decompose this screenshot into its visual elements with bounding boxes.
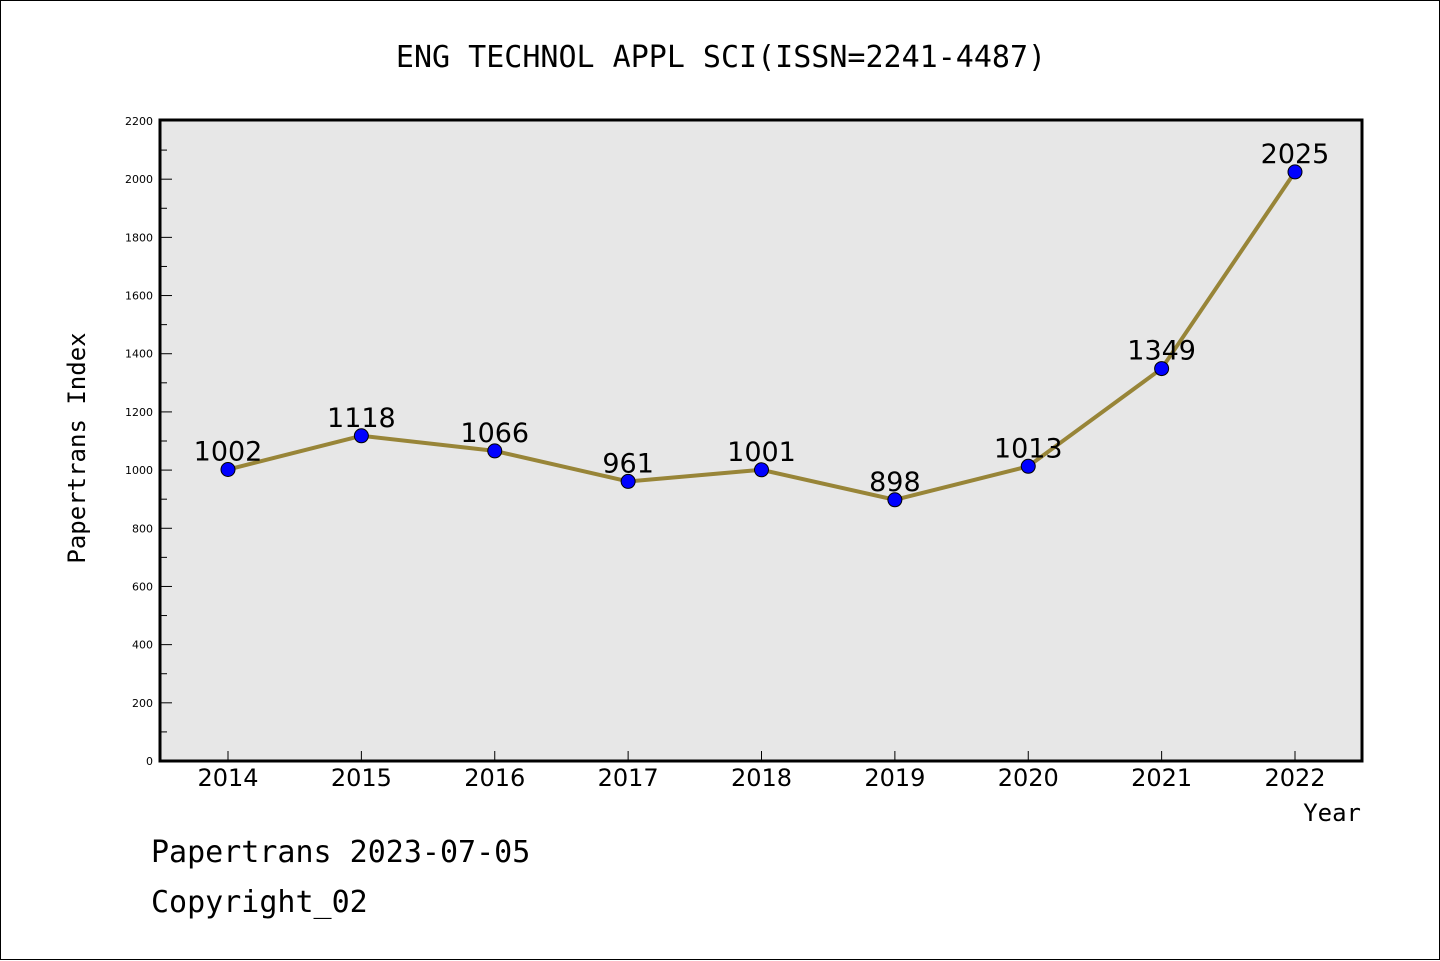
- plot-border: [158, 118, 1364, 763]
- data-point-marker: [487, 443, 503, 459]
- y-tick-label: 1400: [125, 348, 153, 361]
- y-tick-label: 600: [132, 580, 153, 593]
- y-tick-label: 200: [132, 697, 153, 710]
- y-tick-label: 2000: [125, 173, 153, 186]
- x-tick-label: 2021: [1131, 764, 1192, 792]
- y-tick-label: 800: [132, 522, 153, 535]
- x-tick-label: 2022: [1264, 764, 1325, 792]
- y-tick-label: 400: [132, 639, 153, 652]
- x-tick-label: 2017: [598, 764, 659, 792]
- y-tick-label: 1600: [125, 290, 153, 303]
- x-tick-label: 2019: [864, 764, 925, 792]
- x-tick-label: 2016: [464, 764, 525, 792]
- x-tick-label: 2018: [731, 764, 792, 792]
- chart-title: ENG TECHNOL APPL SCI(ISSN=2241-4487): [396, 40, 1046, 75]
- y-tick-label: 1200: [125, 406, 153, 419]
- x-axis-tick-labels: 2014 2015 2016 2017 2018 2019 2020 2021 2022: [197, 764, 1325, 792]
- data-point-marker: [754, 462, 769, 478]
- footer-date-line: Papertrans 2023-07-05: [151, 835, 531, 870]
- x-tick-label: 2020: [998, 764, 1059, 792]
- x-tick-label: 2014: [197, 764, 258, 792]
- x-axis-ticks: [227, 751, 1296, 761]
- x-tick-label: 2015: [331, 764, 392, 792]
- y-tick-label: 1800: [125, 231, 153, 244]
- data-point-marker: [1287, 164, 1303, 180]
- y-tick-label: 2200: [125, 115, 153, 128]
- y-tick-label: 1000: [125, 464, 153, 477]
- y-tick-label: 0: [146, 755, 153, 768]
- data-point-marker: [887, 492, 903, 508]
- data-point-marker: [1154, 361, 1170, 377]
- x-axis-label: Year: [1303, 799, 1361, 827]
- y-axis-tick-labels: 0 200 400 600 800 1000 1200 1400 1600 1800 2000 220…: [125, 115, 153, 768]
- data-point-marker: [220, 462, 236, 478]
- data-point-marker: [1020, 458, 1036, 474]
- data-point-marker: [353, 428, 369, 444]
- series-markers: [220, 164, 1303, 508]
- footer-copyright-line: Copyright_02: [151, 885, 368, 920]
- data-point-marker: [620, 473, 636, 489]
- y-axis-label: Papertrans Index: [63, 332, 91, 563]
- y-axis-ticks: [160, 120, 172, 762]
